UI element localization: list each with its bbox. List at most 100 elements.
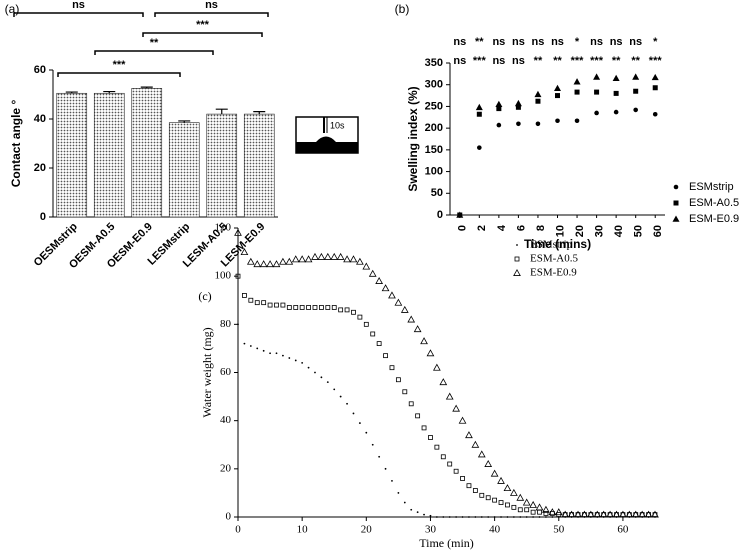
point — [357, 314, 363, 320]
bar — [93, 92, 125, 218]
point — [505, 502, 510, 508]
point — [311, 252, 319, 260]
point — [259, 260, 268, 268]
point — [477, 450, 486, 458]
point — [638, 510, 647, 518]
point — [318, 305, 324, 310]
significance-label: ns — [590, 36, 603, 48]
point — [652, 85, 658, 91]
point — [320, 376, 323, 379]
error-bar — [103, 90, 116, 94]
point — [346, 402, 348, 405]
panel-label: (b) — [395, 2, 410, 16]
significance-label: ** — [631, 55, 640, 67]
point — [365, 431, 368, 434]
point — [496, 122, 502, 128]
point — [408, 401, 414, 407]
point — [545, 516, 547, 518]
point — [352, 412, 355, 415]
legend-marker — [673, 184, 679, 190]
x-tick-label: 20 — [574, 225, 586, 237]
y-tick-label: 100 — [215, 270, 232, 282]
x-tick-label: 40 — [489, 524, 501, 536]
point — [586, 510, 595, 518]
significance-label: * — [653, 36, 658, 48]
y-tick-label: 0 — [226, 511, 232, 523]
point — [330, 252, 339, 260]
point — [503, 484, 512, 492]
point — [343, 255, 351, 263]
y-axis-label: Swelling index (%) — [406, 86, 420, 191]
x-tick-label: 50 — [553, 524, 565, 536]
legend-label: ESM-E0.9 — [689, 213, 739, 225]
significance-label: *** — [649, 55, 663, 67]
y-tick-label: 0 — [437, 209, 443, 221]
error-bar — [253, 111, 266, 115]
point — [475, 103, 483, 111]
significance-label: *** — [196, 19, 210, 31]
bar — [206, 113, 238, 218]
point — [632, 73, 640, 80]
point — [275, 352, 278, 355]
point — [242, 293, 247, 298]
point — [402, 389, 408, 395]
point — [435, 516, 438, 518]
point — [285, 257, 294, 265]
point — [254, 300, 260, 306]
point — [567, 510, 576, 518]
x-tick-label: 50 — [633, 225, 645, 237]
point — [307, 366, 310, 369]
point — [407, 315, 416, 323]
point — [351, 309, 356, 315]
point — [299, 305, 305, 310]
point — [480, 516, 483, 518]
point — [384, 467, 387, 470]
x-axis-label: Time (mins) — [524, 237, 591, 251]
point — [612, 510, 621, 518]
point — [574, 510, 582, 518]
y-tick-label: 200 — [425, 122, 443, 134]
legend-label: ESMstrip — [530, 239, 573, 251]
legend-marker — [672, 215, 680, 222]
significance-label: ** — [612, 55, 621, 67]
point — [371, 443, 374, 446]
x-tick-label: 8 — [535, 225, 547, 231]
significance-bracket — [154, 12, 269, 17]
significance-label: ns — [551, 36, 564, 48]
x-tick-label: 4 — [496, 224, 508, 231]
point — [235, 273, 241, 279]
point — [548, 508, 557, 516]
x-tick-label: 40 — [613, 225, 625, 237]
point — [243, 342, 246, 345]
point — [356, 257, 364, 265]
inset-diagram — [295, 116, 359, 154]
point — [415, 413, 421, 419]
point — [516, 121, 521, 127]
point — [326, 381, 329, 384]
point — [651, 73, 659, 81]
significance-label: ns — [492, 55, 505, 67]
point — [651, 510, 659, 518]
y-tick-label: 20 — [34, 162, 46, 174]
point — [349, 255, 358, 263]
point — [262, 349, 265, 352]
significance-label: ns — [512, 36, 525, 48]
point — [574, 118, 580, 124]
point — [453, 468, 459, 474]
point — [272, 260, 281, 268]
significance-label: ns — [512, 55, 525, 67]
point — [509, 488, 518, 496]
point — [279, 257, 287, 265]
point — [535, 503, 544, 511]
legend-label: ESM-A0.5 — [689, 197, 739, 209]
point — [261, 300, 267, 306]
x-tick-label: 2 — [476, 225, 488, 231]
point — [391, 479, 393, 482]
x-tick-label: 10 — [554, 225, 566, 237]
point — [496, 106, 502, 112]
point — [472, 488, 478, 493]
point — [511, 504, 517, 510]
